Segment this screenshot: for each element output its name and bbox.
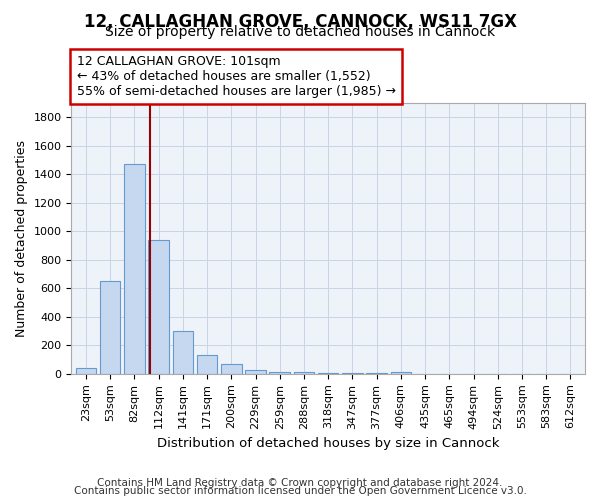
Bar <box>221 364 242 374</box>
Bar <box>100 281 121 374</box>
Bar <box>367 372 387 374</box>
Bar <box>391 372 411 374</box>
Bar <box>318 372 338 374</box>
Text: Size of property relative to detached houses in Cannock: Size of property relative to detached ho… <box>105 25 495 39</box>
Bar <box>269 372 290 374</box>
Bar <box>342 372 363 374</box>
Bar <box>124 164 145 374</box>
Text: Contains HM Land Registry data © Crown copyright and database right 2024.: Contains HM Land Registry data © Crown c… <box>97 478 503 488</box>
Bar <box>197 356 217 374</box>
Bar <box>173 331 193 374</box>
Text: 12, CALLAGHAN GROVE, CANNOCK, WS11 7GX: 12, CALLAGHAN GROVE, CANNOCK, WS11 7GX <box>83 12 517 30</box>
Y-axis label: Number of detached properties: Number of detached properties <box>15 140 28 337</box>
Text: 12 CALLAGHAN GROVE: 101sqm
← 43% of detached houses are smaller (1,552)
55% of s: 12 CALLAGHAN GROVE: 101sqm ← 43% of deta… <box>77 55 395 98</box>
Text: Contains public sector information licensed under the Open Government Licence v3: Contains public sector information licen… <box>74 486 526 496</box>
Bar <box>76 368 96 374</box>
Bar <box>148 240 169 374</box>
Bar <box>293 372 314 374</box>
X-axis label: Distribution of detached houses by size in Cannock: Distribution of detached houses by size … <box>157 437 499 450</box>
Bar <box>245 370 266 374</box>
